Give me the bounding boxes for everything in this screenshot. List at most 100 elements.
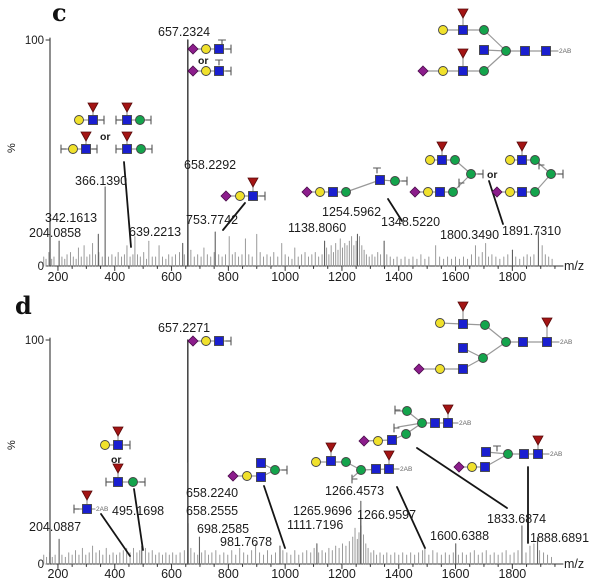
assignment-lines [100, 447, 529, 557]
sialic-acid-icon [358, 435, 370, 447]
fucose-icon [383, 450, 395, 461]
x-tick-label: 1000 [271, 270, 299, 284]
fucose-icon [121, 131, 133, 142]
x-tick-label: 600 [161, 270, 182, 284]
assignment-line [488, 180, 504, 225]
x-tick-label: 1600 [442, 270, 470, 284]
or-label: or [111, 454, 122, 466]
assignment-lines [123, 161, 504, 248]
mannose-icon [356, 465, 366, 475]
peak-label: 1138.8060 [288, 221, 346, 235]
or-label: or [100, 131, 111, 143]
glcnac-icon [517, 155, 527, 165]
labeled-peaks [58, 39, 539, 267]
galactose-icon [315, 187, 325, 197]
galactose-icon [201, 44, 211, 54]
glcnac-icon [82, 504, 92, 514]
glcnac-icon [375, 175, 385, 185]
mannose-icon [478, 353, 488, 363]
assignment-line [387, 198, 403, 222]
2ab-label: 2AB [459, 420, 471, 427]
galactose-icon [505, 187, 515, 197]
mannose-icon [466, 169, 476, 179]
y-min-label: 0 [38, 261, 44, 273]
galactose-icon [505, 155, 515, 165]
galactose-icon [373, 436, 383, 446]
glcnac-icon [479, 45, 489, 55]
fucose-icon [121, 102, 133, 113]
glycan-annotation-fragment-1348 [301, 167, 408, 198]
x-tick-label: 1800 [498, 270, 526, 284]
y-axis-label: % [6, 440, 18, 450]
glycan-annotation-full-glycan-triantennary-core-fucosyl: 2AB [413, 301, 572, 375]
mannose-icon [402, 406, 412, 416]
glycan-annotation-precursor-657-d [187, 335, 232, 347]
sialic-acid-icon [227, 470, 239, 482]
peak-label: 1266.9597 [357, 508, 416, 522]
mannose-icon [128, 477, 138, 487]
peak-label: 1348.5220 [381, 215, 440, 229]
sialic-acid-icon [453, 461, 465, 473]
glcnac-icon [113, 440, 123, 450]
galactose-icon [438, 25, 448, 35]
y-axis-label: % [6, 143, 18, 153]
x-tick-label: 1400 [385, 567, 413, 581]
peak-label: 1833.6874 [487, 512, 546, 526]
glcnac-icon [384, 464, 394, 474]
peak-labels: 204.0887 495.1698 657.2271 658.2240 658.2555… [29, 321, 589, 549]
galactose-icon [201, 66, 211, 76]
galactose-icon [100, 440, 110, 450]
peak-label: 342.1613 [45, 211, 97, 225]
glcnac-icon [248, 191, 258, 201]
peak-label: 657.2271 [158, 321, 210, 335]
glcnac-icon [517, 187, 527, 197]
mannose-icon [136, 144, 146, 154]
glycan-annotation-fragment-1833-branch-cleaved: 2AB [358, 404, 471, 447]
assignment-line [133, 488, 144, 551]
peak-label: 1600.6388 [430, 529, 489, 543]
glcnac-icon [88, 115, 98, 125]
galactose-icon [438, 66, 448, 76]
glcnac-icon [533, 449, 543, 459]
fucose-icon [247, 177, 259, 188]
glcnac-icon [113, 477, 123, 487]
glcnac-icon [519, 449, 529, 459]
galactose-icon [435, 318, 445, 328]
minor-peaks [43, 233, 553, 267]
sialic-acid-icon [187, 43, 199, 55]
glcnac-icon [256, 472, 266, 482]
mannose-icon [417, 418, 427, 428]
panel-c-label: c [52, 0, 67, 27]
assignment-line [396, 486, 426, 549]
y-max-label: 100 [25, 35, 44, 47]
mannose-icon [546, 169, 556, 179]
mannose-icon [480, 320, 490, 330]
fucose-icon [457, 48, 469, 59]
x-tick-label: 600 [161, 567, 182, 581]
glycan-bond [483, 29, 507, 52]
2ab-label: 2AB [560, 339, 572, 346]
assignment-line [263, 485, 286, 549]
fucose-icon [81, 490, 93, 501]
peak-label: 366.1390 [75, 174, 127, 188]
fucose-icon [87, 102, 99, 113]
2ab-label: 2AB [400, 466, 412, 473]
mannose-icon [135, 115, 145, 125]
glcnac-icon [214, 44, 224, 54]
glcnac-icon [542, 337, 552, 347]
fucose-icon [436, 141, 448, 152]
2ab-label: 2AB [96, 506, 108, 513]
peak-label: 981.7678 [220, 535, 272, 549]
sialic-acid-icon [417, 65, 429, 77]
peak-label: 1266.4573 [325, 484, 384, 498]
glcnac-icon [430, 418, 440, 428]
peak-label: 204.0858 [29, 226, 81, 240]
galactose-icon [467, 462, 477, 472]
glycan-annotation-fragment-1888-sialyl-arm: 2AB [453, 435, 562, 473]
sialic-acid-icon [220, 190, 232, 202]
glycan-annotation-fragment-isomers-366: or [60, 102, 153, 154]
glcnac-icon [81, 144, 91, 154]
